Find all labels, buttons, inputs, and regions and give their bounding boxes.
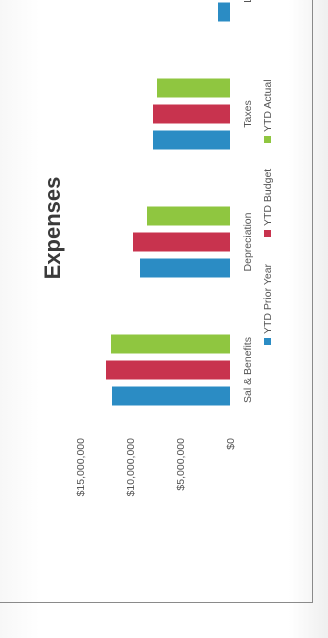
y-tick-label: $0 [225,438,237,450]
bar-ytd-actual [111,334,230,354]
bar-ytd-budget [153,104,230,124]
x-category-label: Taxes [242,100,254,127]
bar-ytd-budget [106,360,230,380]
x-category-label: Depreciation [242,212,254,271]
chart-frame-border [0,0,313,603]
bar-ytd-prior-year [112,386,230,406]
bar-ytd-prior-year [153,130,230,150]
x-category-label: Sal & Benefits [242,337,254,403]
legend-label: YTD Budget [262,169,274,226]
legend-label: YTD Prior Year [262,263,274,334]
legend-swatch [264,136,271,143]
y-tick-label: $5,000,000 [175,438,187,491]
bar-ytd-prior-year [218,2,230,22]
x-category-label: LTD Int [242,0,254,3]
bar-ytd-prior-year [140,258,230,278]
legend-swatch [264,338,271,345]
y-tick-label: $10,000,000 [125,438,137,497]
chart-title: Expenses [40,177,65,280]
bar-ytd-actual [147,206,230,226]
legend-swatch [264,230,271,237]
bar-ytd-budget [133,232,230,252]
bar-ytd-actual [157,78,230,98]
legend-label: YTD Actual [262,79,274,132]
y-tick-label: $15,000,000 [75,438,87,497]
